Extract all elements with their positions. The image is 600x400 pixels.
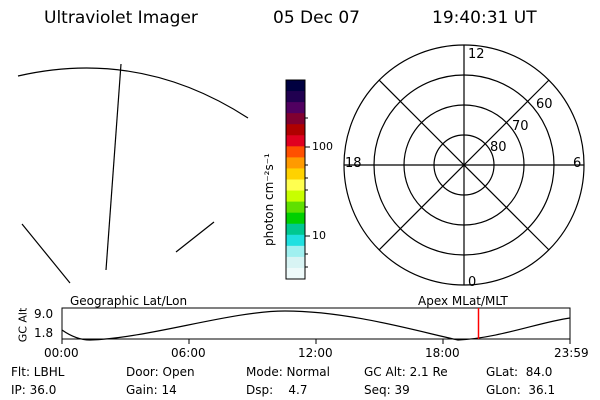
colorbar-cell (286, 245, 305, 258)
colorbar-cell (286, 80, 305, 92)
x-tick-2359: 23:59 (554, 346, 589, 360)
status-dsp: Dsp: 4.7 (246, 383, 308, 397)
status-gc-alt: GC Alt: 2.1 Re (364, 365, 448, 379)
y-tick-9: 9.0 (34, 307, 54, 321)
timeline-right-label: Apex MLat/MLT (418, 294, 508, 308)
status-glon: GLon: 36.1 (486, 383, 556, 397)
colorbar-cell (286, 223, 305, 236)
mlt-label-12: 12 (468, 47, 485, 62)
colorbar-cell (286, 190, 305, 203)
mlt-label-6: 6 (573, 156, 582, 171)
polar-diagonal-b (378, 79, 550, 251)
colorbar-cell (286, 113, 305, 125)
status-filter: Flt: LBHL (11, 365, 65, 379)
status-gain: Gain: 14 (126, 383, 177, 397)
mlt-label-0: 0 (468, 275, 477, 290)
status-seq: Seq: 39 (364, 383, 410, 397)
colorbar-frame (285, 79, 306, 280)
x-tick-1800: 18:00 (425, 346, 460, 360)
geo-meridian (105, 63, 122, 271)
colorbar-cell (286, 234, 305, 247)
geo-arc (17, 67, 249, 119)
observation-date: 05 Dec 07 (273, 8, 360, 28)
colorbar-cell (286, 267, 305, 280)
timeline-left-label: Geographic Lat/Lon (70, 294, 188, 308)
observation-time: 19:40:31 UT (432, 8, 537, 28)
colorbar-cell (286, 135, 305, 147)
colorbar-tick-marks (305, 117, 310, 268)
colorbar-cell (286, 157, 305, 169)
mlt-label-18: 18 (345, 156, 362, 171)
status-glat: GLat: 84.0 (486, 365, 553, 379)
colorbar-cell (286, 201, 305, 214)
altitude-curve (61, 310, 571, 341)
timeline-x-tick-marks (61, 339, 571, 344)
colorbar-cell (286, 179, 305, 192)
geo-line-left (21, 223, 71, 284)
x-tick-0000: 00:00 (44, 346, 79, 360)
y-tick-1-8: 1.8 (34, 326, 54, 340)
colorbar-cell (286, 212, 305, 225)
colorbar-cell (286, 146, 305, 158)
colorbar-cell (286, 256, 305, 269)
x-tick-0600: 06:00 (171, 346, 206, 360)
colorbar-cell (286, 91, 305, 103)
colorbar-tick-100: 100 (312, 140, 333, 153)
colorbar-cell (286, 102, 305, 114)
colorbar-cell (286, 168, 305, 180)
instrument-title: Ultraviolet Imager (44, 8, 198, 28)
lat-label-80: 80 (490, 140, 507, 155)
status-door: Door: Open (126, 365, 195, 379)
status-mode: Mode: Normal (246, 365, 330, 379)
geo-line-right (175, 221, 215, 253)
colorbar-tick-10: 10 (312, 229, 326, 242)
colorbar-cell (286, 124, 305, 136)
lat-label-70: 70 (512, 119, 529, 134)
lat-label-60: 60 (536, 97, 553, 112)
timeline-axis-label: GC Alt (16, 307, 30, 343)
status-ip: IP: 36.0 (11, 383, 57, 397)
x-tick-1200: 12:00 (298, 346, 333, 360)
colorbar-cells (286, 80, 305, 280)
